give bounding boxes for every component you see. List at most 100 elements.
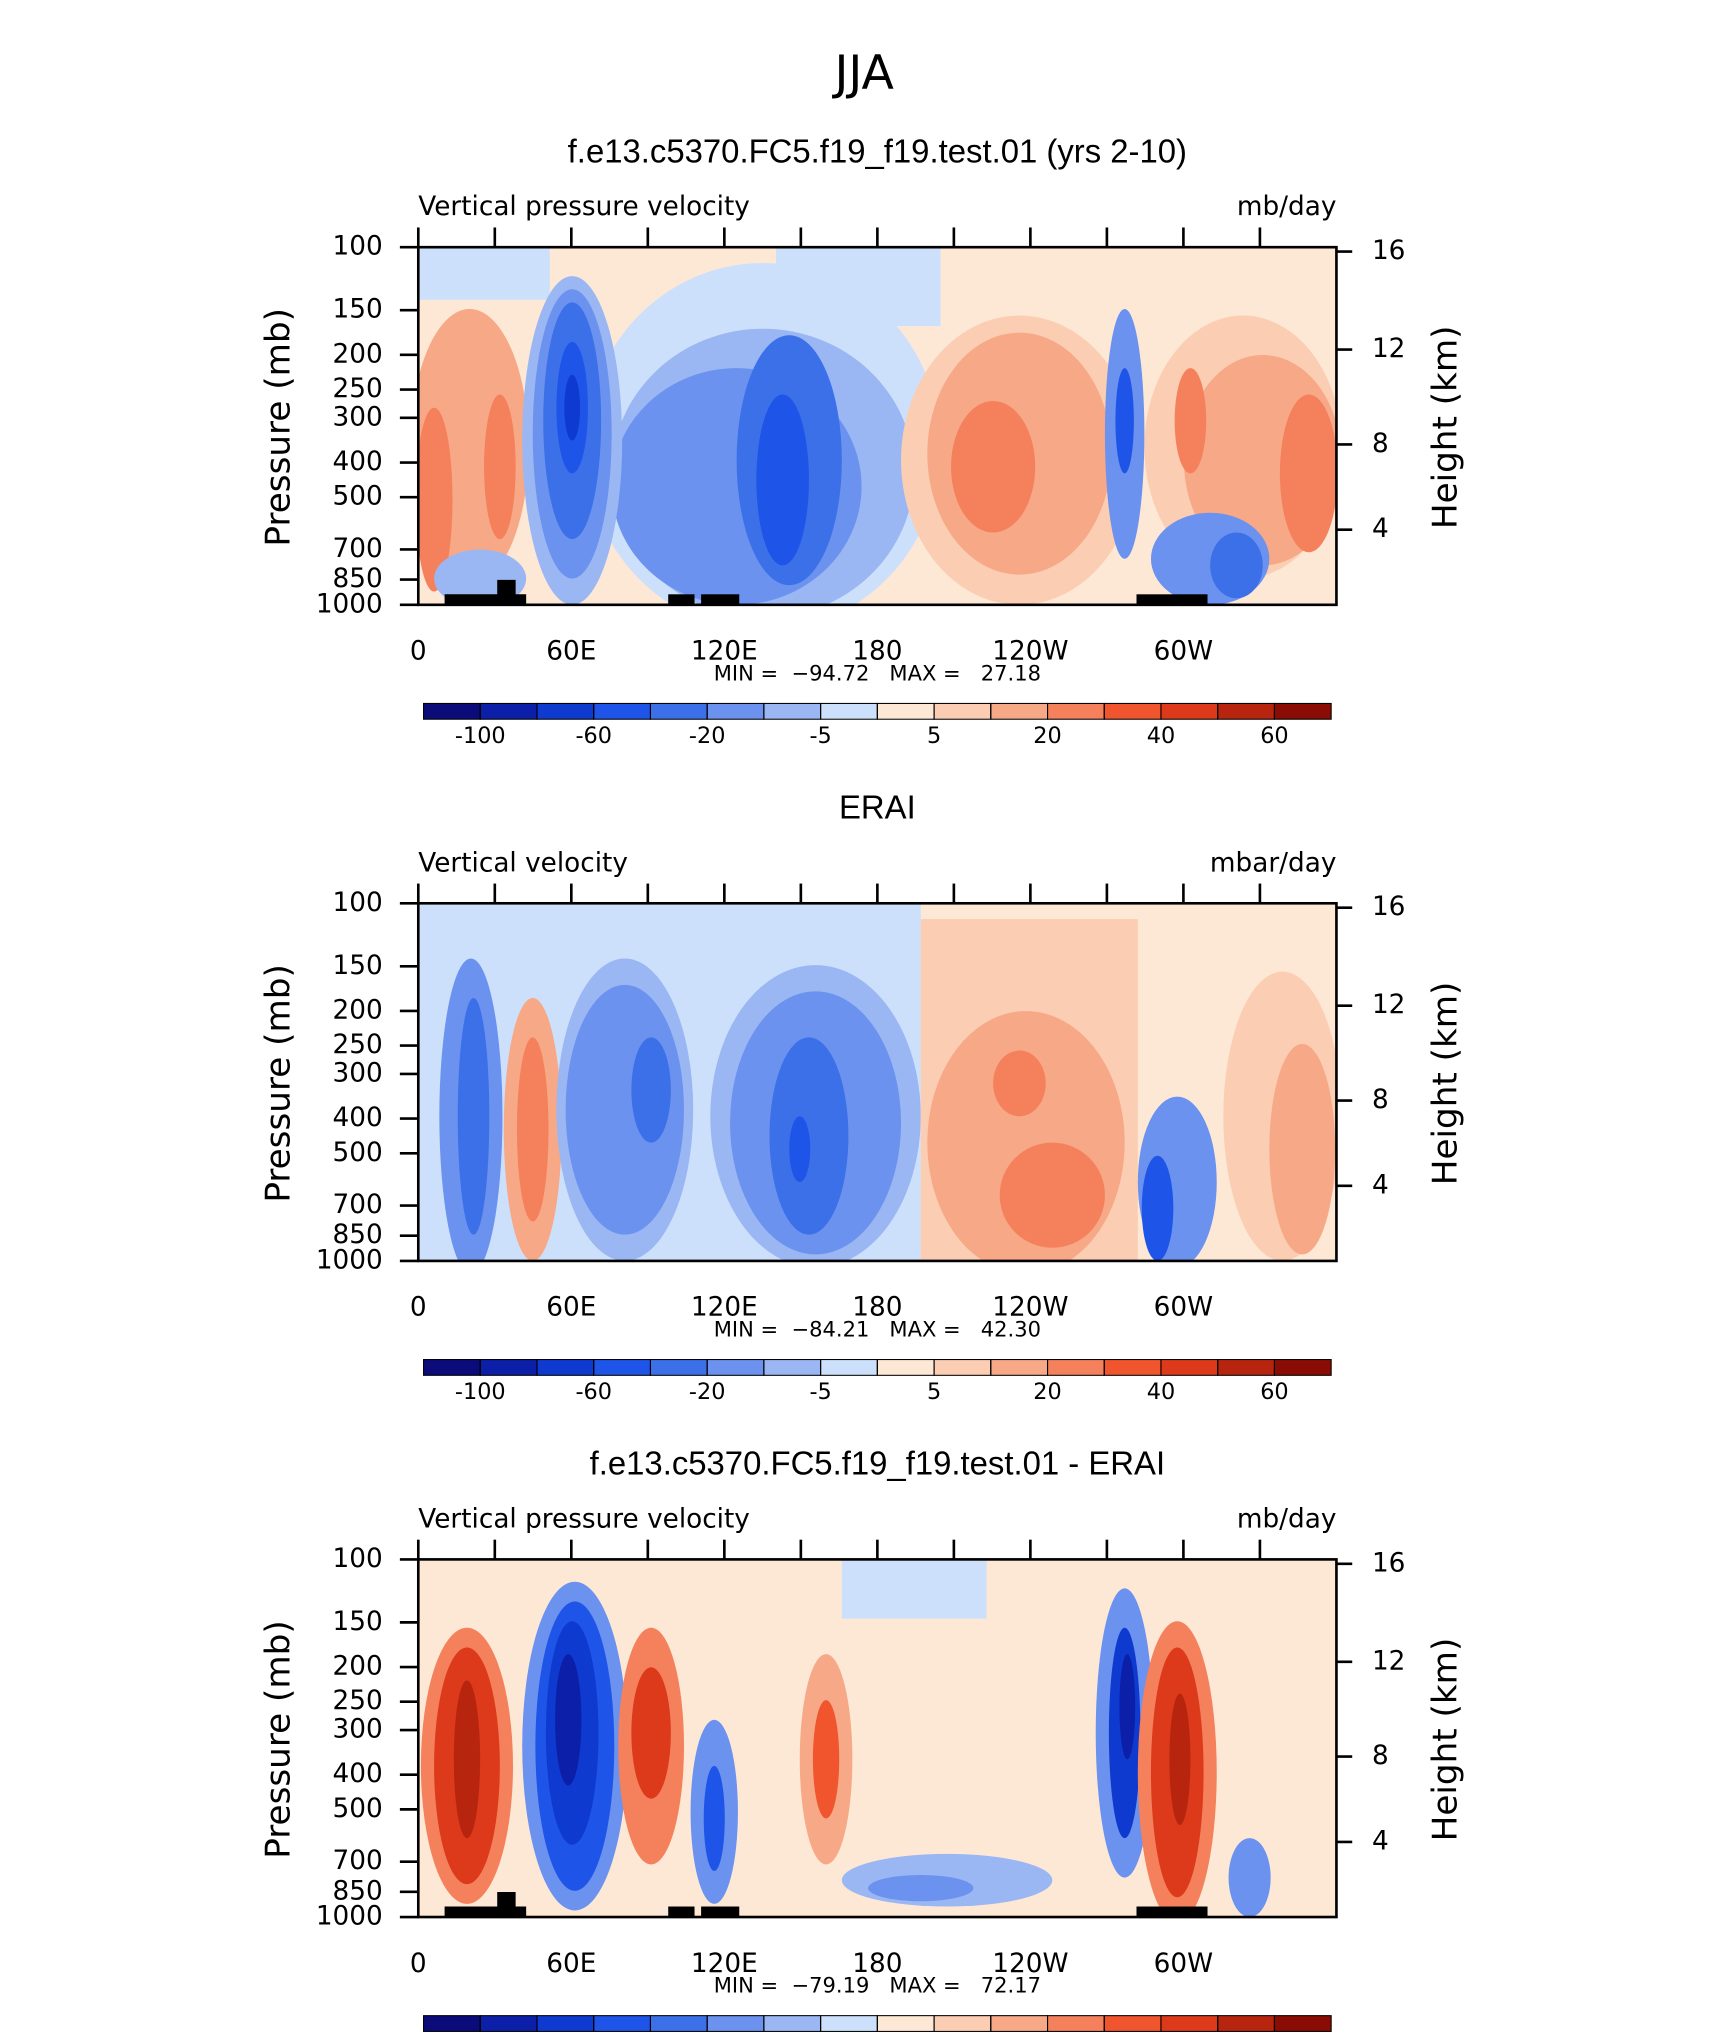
colorbar-box — [649, 702, 708, 720]
y2-tick-label: 16 — [1372, 236, 1405, 266]
right-label: mb/day — [1237, 1504, 1337, 1534]
y-tick-label: 100 — [333, 1544, 383, 1574]
y2-tick-label: 16 — [1372, 892, 1405, 922]
y2-tick-label: 12 — [1372, 1646, 1405, 1676]
panel: f.e13.c5370.FC5.f19_f19.test.01 (yrs 2-1… — [259, 133, 1466, 749]
colorbar-box — [763, 1359, 822, 1376]
colorbar-box — [876, 1359, 935, 1376]
x-tick-label: 180 — [852, 637, 902, 667]
y-tick-label: 1000 — [316, 1245, 383, 1275]
colorbar-label: -60 — [575, 723, 612, 749]
x-tick-label: 60E — [546, 637, 596, 667]
colorbar-label: 20 — [1033, 723, 1061, 749]
colorbar-box — [763, 702, 822, 720]
colorbar-box — [1103, 1359, 1162, 1376]
y-tick-label: 200 — [333, 339, 383, 369]
x-tick-label: 0 — [410, 1949, 427, 1979]
colorbar-label: -100 — [455, 1379, 506, 1405]
x-tick-label: 120W — [992, 637, 1068, 667]
colorbar-box — [1217, 1359, 1275, 1376]
left-label: Vertical velocity — [418, 848, 628, 878]
x-tick-label: 120E — [691, 1293, 758, 1323]
colorbar-label: -30 — [575, 2035, 612, 2038]
colorbar-label: 60 — [1260, 723, 1288, 749]
colorbar-label: -10 — [746, 2035, 783, 2038]
y2-tick-label: 12 — [1372, 334, 1405, 364]
colorbar-box — [876, 702, 935, 720]
y2-tick-label: 12 — [1372, 990, 1405, 1020]
y-tick-label: 700 — [333, 1846, 383, 1876]
colorbar-box — [593, 2015, 651, 2032]
colorbar-box — [820, 1359, 878, 1376]
x-tick-label: 120E — [691, 1949, 758, 1979]
panel-title: f.e13.c5370.FC5.f19_f19.test.01 (yrs 2-1… — [568, 133, 1187, 170]
y2-tick-label: 16 — [1372, 1548, 1405, 1578]
colorbar-box — [820, 702, 878, 720]
colorbar-box — [933, 2015, 992, 2032]
y-tick-label: 150 — [333, 295, 383, 325]
colorbar-box — [1047, 702, 1105, 720]
colorbar-box — [593, 702, 651, 720]
colorbar-box — [423, 702, 481, 720]
x-tick-label: 180 — [852, 1293, 902, 1323]
colorbar-box — [479, 1359, 538, 1376]
colorbar-label: 20 — [1090, 2035, 1118, 2038]
colorbar-box — [933, 702, 992, 720]
x-tick-label: 60E — [546, 1293, 596, 1323]
field-3 — [418, 1559, 1337, 1918]
x-tick-label: 180 — [852, 1949, 902, 1979]
colorbar-label: -20 — [689, 723, 726, 749]
x-tick-label: 60E — [546, 1949, 596, 1979]
y-tick-label: 250 — [333, 1030, 383, 1060]
colorbar-box — [990, 1359, 1049, 1376]
colorbar-label: -60 — [575, 1379, 612, 1405]
y-tick-label: 1000 — [316, 589, 383, 619]
colorbar-box — [423, 1359, 481, 1376]
y-tick-label: 150 — [333, 1607, 383, 1637]
colorbar-label: -5 — [809, 723, 831, 749]
y-tick-label: 700 — [333, 1190, 383, 1220]
colorbar-box — [1273, 2015, 1332, 2032]
colorbar-label: 0 — [870, 2035, 884, 2038]
y-tick-label: 200 — [333, 995, 383, 1025]
y2-tick-label: 8 — [1372, 1741, 1389, 1771]
panel: ERAI Vertical velocity mbar/day Pressure (m… — [259, 789, 1466, 1405]
colorbar-label: 15 — [1033, 2035, 1061, 2038]
x-tick-label: 120W — [992, 1949, 1068, 1979]
y-tick-label: 500 — [333, 1138, 383, 1168]
colorbar-label: 60 — [1260, 1379, 1288, 1405]
y-axis-label: Pressure (mb) — [259, 1620, 299, 1858]
x-tick-label: 0 — [410, 1293, 427, 1323]
colorbar-box — [479, 2015, 538, 2032]
colorbar-label: -15 — [689, 2035, 726, 2038]
panel: f.e13.c5370.FC5.f19_f19.test.01 - ERAI Ve… — [259, 1445, 1466, 2038]
colorbar-label: -40 — [519, 2035, 556, 2038]
colorbar-box — [1160, 1359, 1219, 1376]
y2-axis-label: Height (km) — [1425, 982, 1465, 1186]
y-tick-label: 250 — [333, 1686, 383, 1716]
y-tick-label: 500 — [333, 482, 383, 512]
colorbar-box — [479, 702, 538, 720]
y2-tick-label: 4 — [1372, 1170, 1389, 1200]
colorbar-box — [649, 2015, 708, 2032]
colorbar-box — [1217, 702, 1275, 720]
y-tick-label: 300 — [333, 402, 383, 432]
colorbar-box — [706, 1359, 765, 1376]
colorbar-label: 5 — [927, 1379, 941, 1405]
y-tick-label: 100 — [333, 232, 383, 262]
panel-title: ERAI — [839, 789, 916, 826]
colorbar-box — [990, 702, 1049, 720]
x-tick-label: 60W — [1154, 637, 1213, 667]
colorbar-label: -20 — [632, 2035, 669, 2038]
colorbar-label: -5 — [809, 1379, 831, 1405]
y-tick-label: 850 — [333, 1876, 383, 1906]
y-tick-label: 200 — [333, 1652, 383, 1682]
y-tick-label: 850 — [333, 564, 383, 594]
colorbar-box — [706, 702, 765, 720]
colorbar-label: -5 — [809, 2035, 831, 2038]
y2-axis-label: Height (km) — [1425, 326, 1465, 530]
y-tick-label: 850 — [333, 1220, 383, 1250]
colorbar-box — [876, 2015, 935, 2032]
y-tick-label: 300 — [333, 1715, 383, 1745]
colorbar-label: 40 — [1147, 1379, 1175, 1405]
